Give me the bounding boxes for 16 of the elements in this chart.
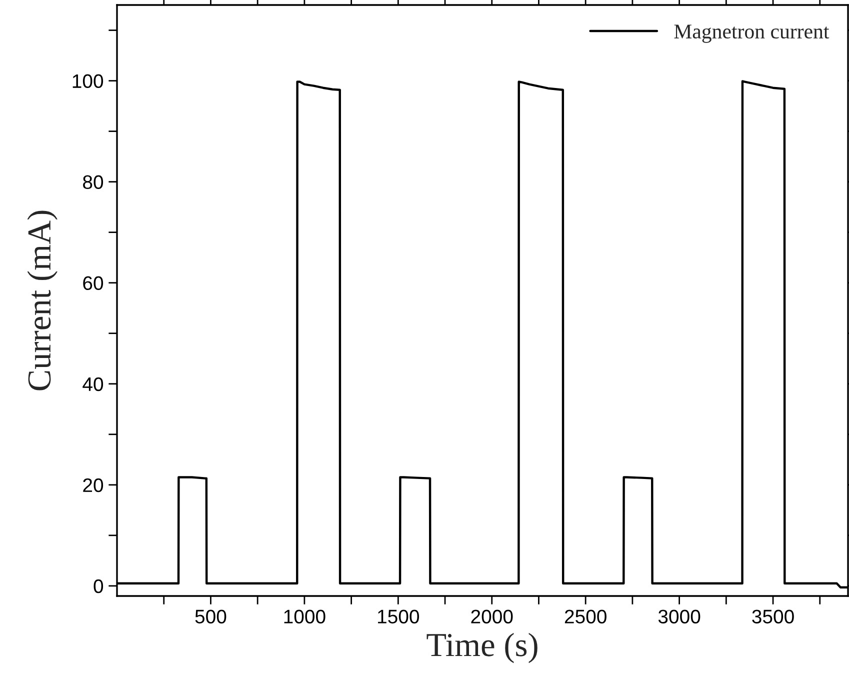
y-tick-label: 60 bbox=[83, 276, 104, 290]
y-tick-label: 20 bbox=[83, 478, 104, 492]
x-tick-label: 3500 bbox=[752, 610, 794, 624]
x-axis-title: Time (s) bbox=[426, 632, 538, 664]
x-tick-label: 3000 bbox=[658, 610, 700, 624]
y-tick-label: 80 bbox=[83, 175, 104, 190]
y-tick-label: 100 bbox=[72, 74, 104, 88]
x-tick-label: 1500 bbox=[378, 610, 420, 624]
x-tick-label: 2500 bbox=[564, 610, 606, 624]
y-axis-title: Current (mA) bbox=[27, 210, 58, 390]
y-tick-label: 40 bbox=[82, 377, 104, 392]
x-tick-label: 2000 bbox=[471, 610, 513, 624]
x-tick-label: 1000 bbox=[284, 610, 326, 624]
y-tick-label: 0 bbox=[94, 579, 104, 594]
x-tick-label: 500 bbox=[195, 610, 226, 624]
legend-label: Magnetron current bbox=[674, 24, 830, 43]
